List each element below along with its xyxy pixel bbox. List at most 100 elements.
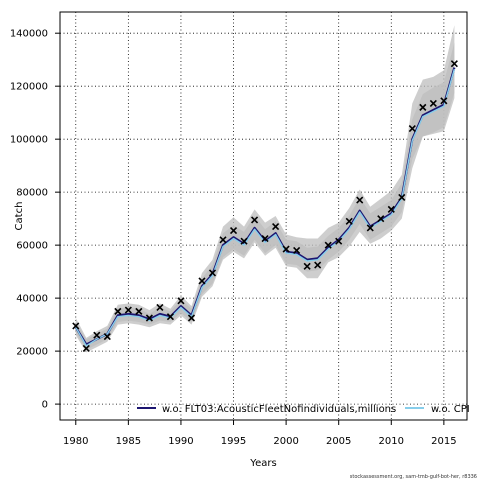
- observed-point-stroke: [114, 307, 122, 315]
- observed-point: [240, 237, 248, 245]
- y-tick-label: 100000: [10, 135, 48, 146]
- observed-point-stroke: [419, 103, 427, 111]
- observed-point: [398, 193, 406, 202]
- observed-point: [366, 224, 374, 232]
- series-lines: [74, 67, 456, 347]
- x-tick-label: 1995: [221, 436, 246, 447]
- observed-point-stroke: [135, 307, 143, 315]
- observed-point: [314, 261, 322, 269]
- observed-point-stroke: [93, 331, 101, 339]
- y-axis-label: Catch: [14, 202, 25, 231]
- observed-point-stroke: [166, 313, 174, 321]
- observed-point-stroke: [440, 97, 448, 105]
- observed-point: [272, 223, 280, 231]
- observed-point-stroke: [103, 332, 111, 341]
- credit-text: stockassessment.org, sam-tmb-gulf-bot-he…: [350, 474, 477, 480]
- observed-point-stroke: [229, 227, 238, 235]
- legend: w.o. FLT03:AcousticFleetNofindividuals,m…: [137, 404, 470, 415]
- observed-point-stroke: [72, 322, 80, 330]
- y-tick-label: 20000: [16, 347, 48, 358]
- observed-point-stroke: [335, 237, 343, 245]
- observed-point-stroke: [187, 314, 196, 322]
- observed-point: [208, 269, 217, 277]
- observed-point: [261, 234, 269, 243]
- observed-point: [72, 322, 80, 330]
- observed-point-stroke: [303, 262, 311, 270]
- y-tick-label: 60000: [16, 241, 48, 252]
- x-tick-label: 1985: [116, 436, 141, 447]
- observed-point: [156, 303, 164, 311]
- observed-point: [198, 277, 206, 285]
- observed-point: [135, 307, 143, 315]
- observed-point: [408, 125, 416, 133]
- series-line-0: [74, 67, 456, 346]
- observed-point: [324, 241, 332, 249]
- y-tick-label: 140000: [10, 29, 48, 40]
- observed-point: [114, 307, 122, 315]
- observed-point: [335, 237, 343, 245]
- x-tick-label: 1980: [63, 436, 88, 447]
- observed-point-stroke: [324, 241, 332, 249]
- observed-point-stroke: [250, 216, 259, 224]
- observed-point: [145, 314, 153, 322]
- legend-label-main: w.o. FLT03:AcousticFleetNofindividuals,m…: [162, 404, 396, 415]
- observed-point-stroke: [261, 234, 269, 243]
- confidence-band-1: [75, 25, 455, 353]
- observed-point-stroke: [408, 125, 416, 133]
- observed-point-stroke: [272, 223, 280, 231]
- observed-point: [440, 97, 448, 105]
- x-tick-label: 2000: [273, 436, 298, 447]
- observed-point-stroke: [240, 237, 248, 245]
- x-tick-label: 1990: [168, 436, 193, 447]
- plot-frame: [59, 11, 468, 421]
- x-tick-label: 2010: [379, 436, 404, 447]
- y-tick-label: 120000: [10, 82, 48, 93]
- observed-point-stroke: [124, 306, 132, 314]
- observed-point: [450, 60, 458, 68]
- observed-point: [177, 297, 185, 305]
- observed-point-stroke: [219, 236, 227, 244]
- observed-point-stroke: [356, 196, 364, 204]
- observed-point: [219, 236, 227, 244]
- observed-point-stroke: [177, 297, 185, 305]
- observed-point-stroke: [82, 344, 90, 353]
- axis-ticks: 1980 1985 1990 1995 2000 2005 2010 2015 0 20000 40…: [10, 29, 457, 447]
- grid: [60, 12, 467, 420]
- series-line-1: [75, 68, 456, 347]
- observed-point-stroke: [345, 217, 353, 225]
- observed-point: [282, 245, 290, 253]
- observed-point: [356, 196, 364, 204]
- observed-point: [293, 246, 301, 255]
- confidence-bands: [75, 25, 455, 353]
- observed-point-stroke: [282, 245, 290, 253]
- observed-point: [103, 332, 111, 341]
- observed-point-stroke: [377, 215, 385, 223]
- observed-point-stroke: [429, 99, 437, 107]
- observed-point: [250, 216, 259, 224]
- observed-points: [72, 60, 458, 353]
- observed-point: [229, 227, 238, 235]
- y-tick-label: 0: [42, 400, 48, 411]
- observed-point: [387, 205, 395, 213]
- y-tick-label: 40000: [16, 294, 48, 305]
- x-tick-label: 2015: [431, 436, 456, 447]
- y-tick-label: 80000: [16, 188, 48, 199]
- observed-point-stroke: [450, 60, 458, 68]
- observed-point: [429, 99, 437, 107]
- observed-point-stroke: [293, 246, 301, 255]
- observed-point: [377, 215, 385, 223]
- observed-point-stroke: [198, 277, 206, 285]
- observed-point-stroke: [387, 205, 395, 213]
- legend-label-cpi: w.o. CPI: [431, 404, 470, 415]
- observed-point: [166, 313, 174, 321]
- observed-point-stroke: [145, 314, 153, 322]
- observed-point: [124, 306, 132, 314]
- observed-point: [187, 314, 196, 322]
- observed-point: [303, 262, 311, 270]
- x-tick-label: 2005: [326, 436, 351, 447]
- observed-point-stroke: [208, 269, 217, 277]
- observed-point: [419, 103, 427, 111]
- observed-point: [345, 217, 353, 225]
